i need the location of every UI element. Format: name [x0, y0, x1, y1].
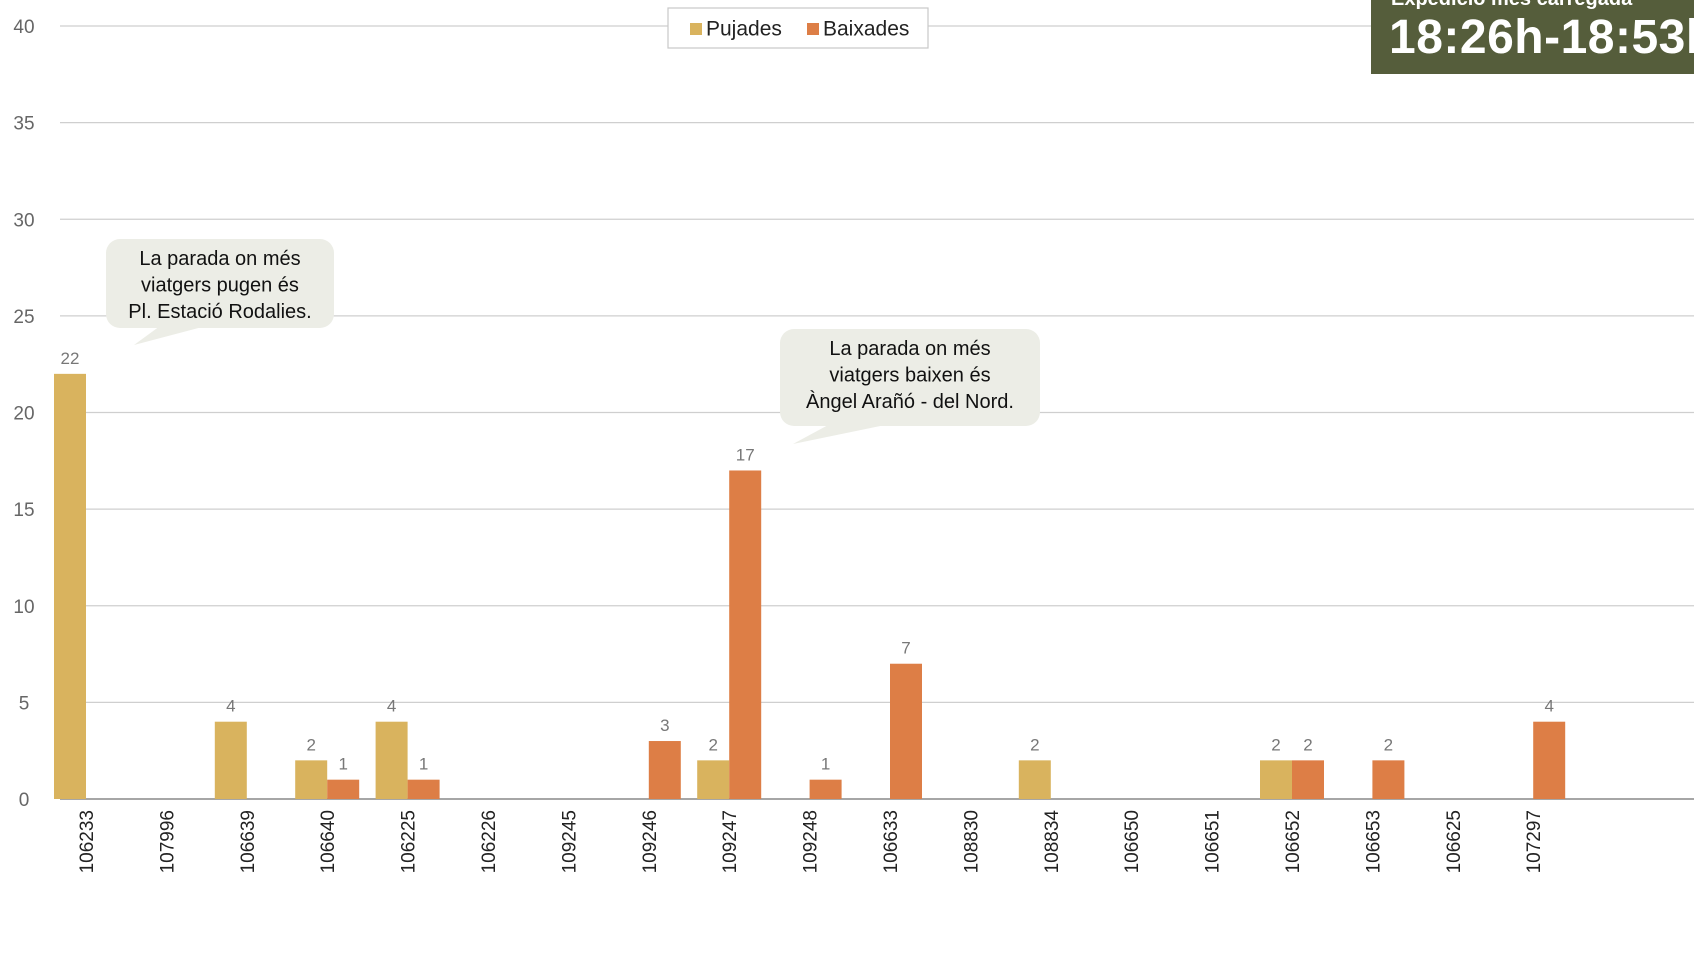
x-tick-label: 106226 — [479, 810, 500, 873]
legend-item: Pujades — [690, 18, 782, 41]
badge-time: 18:26h-18:53h — [1389, 11, 1694, 64]
bar — [890, 663, 922, 799]
bar — [1260, 760, 1292, 799]
y-tick-label: 5 — [19, 693, 30, 714]
bar — [697, 760, 730, 799]
legend-item: Baixades — [807, 18, 909, 41]
data-label: 1 — [821, 755, 830, 774]
x-tick-label: 106633 — [881, 810, 902, 873]
x-tick-label: 108830 — [961, 810, 982, 873]
legend-label: Pujades — [706, 18, 782, 41]
callout-box — [780, 329, 1040, 426]
x-tick-label: 109247 — [720, 810, 741, 873]
callout-line: Pl. Estació Rodalies. — [128, 301, 311, 323]
data-label: 7 — [901, 639, 910, 658]
time-badge: Expedició més carregada 18:26h-18:53h — [1371, 0, 1694, 74]
legend-swatch — [690, 23, 702, 35]
y-tick-label: 0 — [19, 790, 30, 811]
y-tick-label: 20 — [13, 404, 34, 425]
data-label: 4 — [387, 697, 396, 716]
data-label: 3 — [660, 716, 669, 735]
data-label: 2 — [1271, 735, 1280, 754]
y-tick-label: 35 — [13, 114, 34, 135]
bar — [375, 721, 408, 799]
legend-swatch — [807, 23, 819, 35]
x-tick-label: 106640 — [318, 810, 339, 873]
bar — [1372, 760, 1405, 799]
legend-label: Baixades — [823, 18, 909, 41]
callout-line: Àngel Arañó - del Nord. — [806, 390, 1014, 413]
callouts: La parada on més viatgers pugen és Pl. Est… — [106, 239, 1040, 444]
callout-pointer — [793, 424, 890, 444]
x-tick-label: 106653 — [1363, 810, 1384, 873]
data-label: 4 — [1544, 697, 1553, 716]
bar — [1018, 760, 1051, 799]
data-label: 2 — [1303, 735, 1312, 754]
bar — [809, 779, 842, 799]
data-label: 1 — [338, 755, 347, 774]
callout-pointer — [134, 326, 206, 345]
x-tick-label: 108834 — [1042, 810, 1063, 874]
x-tick-label: 106225 — [399, 810, 420, 873]
y-tick-label: 40 — [13, 17, 34, 38]
data-label: 2 — [1384, 735, 1393, 754]
bar — [648, 741, 681, 799]
callout-line: La parada on més — [829, 338, 990, 360]
x-tick-label: 107297 — [1524, 810, 1545, 873]
bar — [729, 470, 762, 799]
legend-box — [667, 7, 929, 49]
x-tick-label: 109245 — [559, 810, 580, 873]
x-tick-label: 106652 — [1283, 810, 1304, 873]
bar — [407, 779, 440, 799]
x-tick-label: 107996 — [157, 810, 178, 873]
badge-title: Expedició més carregada — [1391, 0, 1632, 11]
x-tick-label: 106650 — [1122, 810, 1143, 873]
callout: La parada on més viatgers pugen és Pl. Est… — [106, 239, 334, 345]
data-label: 22 — [61, 349, 80, 368]
data-label: 2 — [708, 735, 717, 754]
callout: La parada on més viatgers baixen és Àngel … — [780, 329, 1040, 444]
callout-line: viatgers pugen és — [141, 275, 299, 297]
bar — [54, 373, 86, 799]
bar — [1292, 760, 1324, 799]
x-tick-label: 106651 — [1203, 810, 1224, 873]
y-tick-label: 25 — [13, 307, 34, 328]
data-label: 2 — [306, 735, 315, 754]
bar — [214, 721, 247, 799]
bar — [1533, 721, 1566, 799]
x-tick-label: 109248 — [801, 810, 822, 873]
x-tick-label: 109246 — [640, 810, 661, 873]
callout-line: viatgers baixen és — [829, 365, 990, 387]
y-tick-label: 15 — [13, 500, 34, 521]
data-label: 4 — [226, 697, 235, 716]
x-tick-label: 106639 — [238, 810, 259, 873]
y-tick-label: 10 — [13, 597, 34, 618]
callout-line: La parada on més — [139, 248, 300, 270]
x-tick-label: 106233 — [77, 810, 98, 873]
callout-box — [106, 239, 334, 328]
data-label: 2 — [1030, 735, 1039, 754]
x-tick-label: 106625 — [1444, 810, 1465, 873]
data-label: 17 — [736, 445, 755, 464]
y-axis: 0 5 10 15 20 25 30 35 40 — [13, 17, 34, 811]
bar — [327, 779, 360, 799]
data-label: 1 — [419, 755, 428, 774]
bar — [295, 760, 328, 799]
x-axis: 106233 107996 106639 106640 106225 106226 1092… — [77, 810, 1545, 874]
y-tick-label: 30 — [13, 210, 34, 231]
bars — [54, 373, 1566, 799]
legend: Pujades Baixades — [667, 7, 929, 49]
